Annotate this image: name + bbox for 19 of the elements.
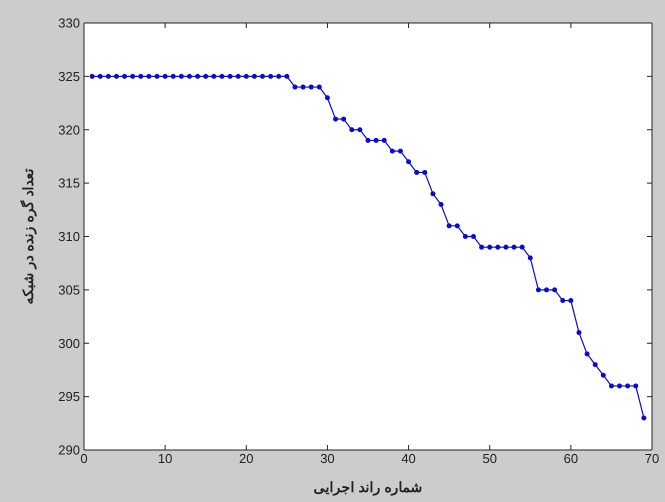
x-tick-label: 30 [320,451,335,466]
y-tick-label: 330 [58,16,80,31]
y-tick-label: 290 [58,442,80,458]
x-tick-label: 60 [564,451,578,466]
y-tick-label: 295 [58,389,80,404]
x-tick-label: 70 [644,451,660,466]
y-tick-label: 305 [58,282,80,298]
x-tick-label: 10 [158,451,172,466]
y-tick-label: 310 [58,229,80,244]
y-tick-label: 315 [58,176,80,191]
x-tick-label: 50 [482,451,497,466]
x-tick-label: 20 [239,451,254,466]
x-tick-label: 0 [80,451,88,466]
y-tick-label: 320 [58,122,80,138]
y-tick-label: 325 [58,68,80,84]
x-tick-label: 40 [401,451,416,466]
y-tick-label: 300 [58,336,80,351]
y-axis-title: تعداد گره زنده در شبکه [20,168,37,304]
x-axis-title: شماره راند اجرایی [314,479,422,496]
